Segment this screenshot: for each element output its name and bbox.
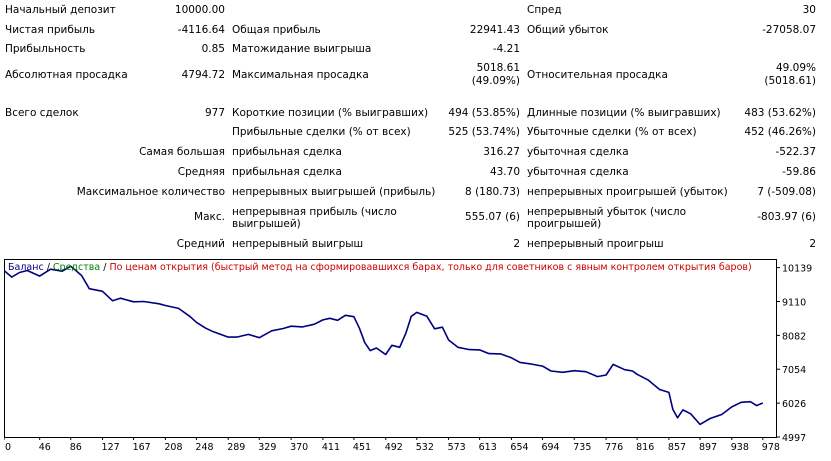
average-label: Средняя <box>177 166 225 178</box>
avg-consec-loss-label: непрерывный проигрыш <box>527 238 664 250</box>
spread-value: 30 <box>802 4 816 16</box>
average-loss-label: убыточная сделка <box>527 166 629 178</box>
x-tick-label: 329 <box>258 442 276 453</box>
average-profit-value: 43.70 <box>489 166 520 178</box>
max-amount-loss-value: -803.97 (6) <box>757 211 816 223</box>
max-count-profit-value: 8 (180.73) <box>465 186 520 198</box>
max-drawdown-percent: (49.09%) <box>471 75 520 87</box>
avg-consec-loss-value: 2 <box>809 238 816 250</box>
x-tick-label: 411 <box>322 442 340 453</box>
max-count-loss-value: 7 (-509.08) <box>757 186 816 198</box>
legend-separator: / <box>43 262 53 273</box>
rel-drawdown-value: 49.09% <box>775 62 816 74</box>
x-tick-label: 248 <box>195 442 213 453</box>
y-tick-label: 7054 <box>782 365 806 376</box>
gross-profit-value: 22941.43 <box>469 24 520 36</box>
x-tick-label: 289 <box>227 442 245 453</box>
balance-series-line <box>4 265 764 426</box>
max-drawdown-label: Максимальная просадка <box>232 69 369 81</box>
total-trades-value: 977 <box>204 107 225 119</box>
largest-loss-label: убыточная сделка <box>527 146 629 158</box>
x-tick-label: 46 <box>39 442 51 453</box>
max-amount-label: Макс. <box>194 211 225 223</box>
x-tick-label: 776 <box>605 442 623 453</box>
short-positions-label: Короткие позиции (% выигравших) <box>232 107 429 119</box>
x-tick-label: 897 <box>699 442 717 453</box>
loss-trades-label: Убыточные сделки (% от всех) <box>527 126 697 138</box>
x-tick-label: 127 <box>102 442 120 453</box>
profit-factor-value: 0.85 <box>201 43 225 55</box>
x-tick-label: 492 <box>385 442 403 453</box>
max-amount-profit-label: непрерывная прибыль (число выигрышей) <box>232 206 397 230</box>
avg-consec-profit-value: 2 <box>513 238 520 250</box>
gross-loss-value: -27058.07 <box>762 24 816 36</box>
x-tick-label: 167 <box>133 442 151 453</box>
x-tick-label: 654 <box>510 442 528 453</box>
total-trades-label: Всего сделок <box>5 107 79 119</box>
y-tick-label: 8082 <box>782 331 806 342</box>
x-tick-label: 0 <box>5 442 11 453</box>
long-positions-label: Длинные позиции (% выигравших) <box>527 107 721 119</box>
chart-svg: 4997 6026 7054 8082 9110 10139 0 46 86 127 167 208 2… <box>4 264 812 453</box>
initial-deposit-label: Начальный депозит <box>5 4 116 16</box>
gross-loss-label: Общий убыток <box>527 24 609 36</box>
x-tick-label: 208 <box>164 442 182 453</box>
legend-balance: Баланс <box>8 262 44 273</box>
largest-label: Самая большая <box>139 146 225 158</box>
profit-trades-label: Прибыльные сделки (% от всех) <box>232 126 411 138</box>
x-tick-label: 938 <box>731 442 749 453</box>
legend-equity: Средства <box>52 262 101 273</box>
max-count-profit-label: непрерывных выигрышей (прибыль) <box>232 186 436 198</box>
legend-mode: По ценам открытия (быстрый метод на сфор… <box>109 262 752 273</box>
balance-chart: 4997 6026 7054 8082 9110 10139 0 46 86 127 167 208 2… <box>4 259 827 458</box>
x-tick-label: 735 <box>573 442 591 453</box>
chart-legend: Баланс / Средства / По ценам открытия (б… <box>8 262 752 273</box>
rel-drawdown-amount: (5018.61) <box>764 75 816 87</box>
y-tick-label: 6026 <box>782 399 806 410</box>
initial-deposit-value: 10000.00 <box>174 4 225 16</box>
x-tick-label: 451 <box>353 442 371 453</box>
y-tick-label: 10139 <box>782 264 812 275</box>
legend-separator-2: / <box>100 262 110 273</box>
average-profit-label: прибыльная сделка <box>232 166 342 178</box>
x-tick-label: 857 <box>668 442 686 453</box>
x-tick-label: 613 <box>479 442 497 453</box>
x-tick-label: 816 <box>636 442 654 453</box>
net-profit-value: -4116.64 <box>177 24 225 36</box>
profit-factor-label: Прибыльность <box>5 43 86 55</box>
x-tick-label: 86 <box>70 442 82 453</box>
x-tick-label: 694 <box>541 442 559 453</box>
average-loss-value: -59.86 <box>782 166 816 178</box>
largest-profit-value: 316.27 <box>483 146 520 158</box>
expected-payoff-label: Матожидание выигрыша <box>232 43 372 55</box>
abs-drawdown-label: Абсолютная просадка <box>5 69 128 81</box>
max-drawdown-value: 5018.61 <box>476 62 520 74</box>
long-positions-value: 483 (53.62%) <box>744 107 816 119</box>
short-positions-value: 494 (53.85%) <box>448 107 520 119</box>
abs-drawdown-value: 4794.72 <box>181 69 225 81</box>
gross-profit-label: Общая прибыль <box>232 24 321 36</box>
x-tick-label: 573 <box>448 442 466 453</box>
x-tick-label: 370 <box>290 442 308 453</box>
x-tick-label: 532 <box>416 442 434 453</box>
x-tick-label: 978 <box>762 442 780 453</box>
max-amount-profit-value: 555.07 (6) <box>465 211 520 223</box>
avg-consec-profit-label: непрерывный выигрыш <box>232 238 364 250</box>
loss-trades-value: 452 (46.26%) <box>744 126 816 138</box>
max-amount-loss-label: непрерывный убыток (число проигрышей) <box>527 206 687 230</box>
y-tick-label: 9110 <box>782 297 806 308</box>
report-table: Начальный депозит 10000.00 Спред 30 Чист… <box>5 4 816 250</box>
spread-label: Спред <box>527 4 562 16</box>
rel-drawdown-label: Относительная просадка <box>527 69 668 81</box>
avg-consec-label: Средний <box>176 238 225 250</box>
max-count-label: Максимальное количество <box>76 186 225 198</box>
profit-trades-value: 525 (53.74%) <box>448 126 520 138</box>
max-count-loss-label: непрерывных проигрышей (убыток) <box>527 186 728 198</box>
net-profit-label: Чистая прибыль <box>5 24 96 36</box>
largest-profit-label: прибыльная сделка <box>232 146 342 158</box>
y-tick-label: 4997 <box>782 433 806 444</box>
expected-payoff-value: -4.21 <box>492 43 520 55</box>
largest-loss-value: -522.37 <box>775 146 816 158</box>
